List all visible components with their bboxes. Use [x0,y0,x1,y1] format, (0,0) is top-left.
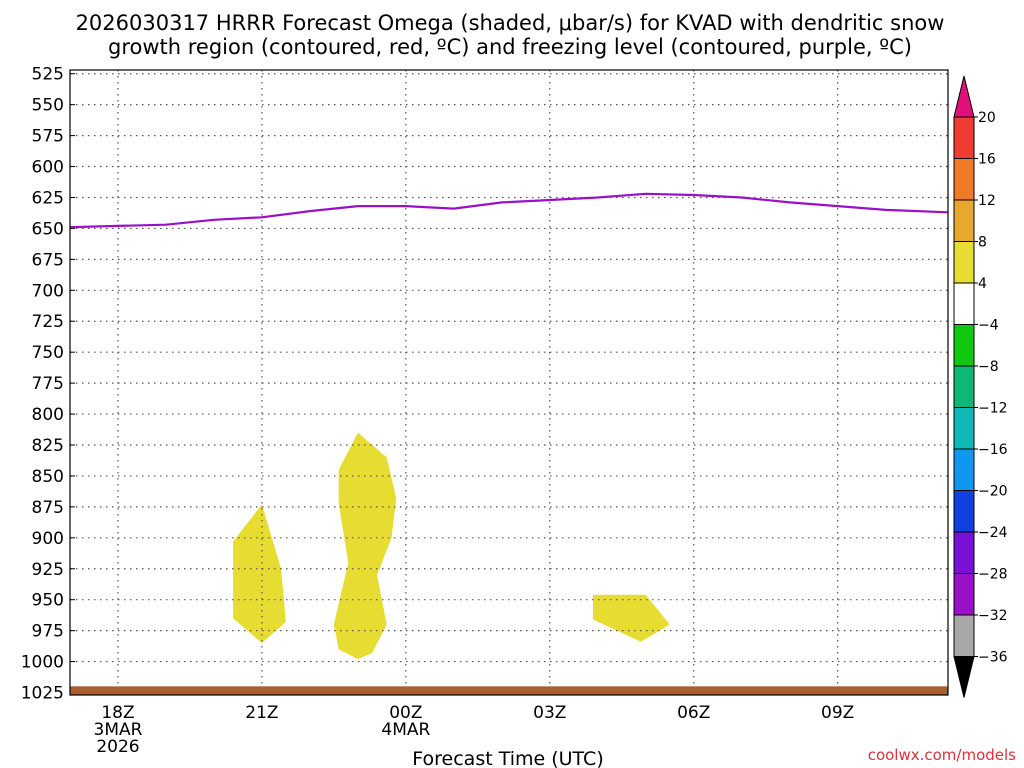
y-tick-label-900: 900 [32,529,64,549]
colorbar-box-7 [953,365,975,408]
x-tick-label-3MAR: 3MAR [94,720,143,740]
colorbar-box-1 [953,116,975,159]
colorbar-box-6 [953,324,975,367]
omega-region-2 [333,432,397,660]
x-tick-label-2026: 2026 [96,737,139,757]
omega-region-3 [593,594,670,642]
colorbar-tick-label-5: −4 [978,318,999,334]
colorbar-tick-label-9: −20 [978,484,1008,500]
y-tick-label-975: 975 [32,622,64,642]
colorbar-tick-label-4: 4 [978,276,987,292]
y-tick-label-550: 550 [32,96,64,116]
colorbar-box-2 [953,158,975,201]
x-tick-label-09Z: 09Z [821,703,854,723]
colorbar-box-4 [953,241,975,284]
colorbar-tick-label-10: −24 [978,525,1008,541]
colorbar-tick-label-13: −36 [978,650,1008,666]
y-tick-label-825: 825 [32,436,64,456]
y-tick-label-625: 625 [32,188,64,208]
x-tick-label-03Z: 03Z [533,703,566,723]
x-axis-label: Forecast Time (UTC) [412,748,603,768]
y-tick-label-775: 775 [32,374,64,394]
colorbar-top-triangle [953,75,975,118]
colorbar-box-8 [953,407,975,450]
colorbar-box-11 [953,531,975,574]
colorbar-box-12 [953,573,975,616]
colorbar-box-9 [953,448,975,491]
colorbar: 20 16 12 8 4 −4 −8 −12 −16 −20 −24 −28 −32 −36 [953,75,1008,698]
omega-region-1 [233,504,286,643]
y-tick-label-650: 650 [32,219,64,239]
colorbar-tick-label-2: 12 [978,193,996,209]
colorbar-tick-label-7: −12 [978,401,1008,417]
plot-area: 525 550 575 600 625 650 675 700 725 750 775 800 825 8… [21,65,949,757]
y-tick-label-675: 675 [32,250,64,270]
y-tick-label-925: 925 [32,560,64,580]
y-tick-label-600: 600 [32,158,64,178]
y-tick-label-575: 575 [32,127,64,147]
credit-text: coolwx.com/models [868,746,1016,764]
y-tick-label-1000: 1000 [21,653,64,673]
plot-frame [69,69,949,696]
plot-background [70,70,948,695]
colorbar-tick-label-1: 16 [978,152,996,168]
y-tick-label-875: 875 [32,498,64,518]
colorbar-bottom-triangle [953,656,975,698]
chart-title-line-2: growth region (contoured, red, ºC) and f… [108,35,912,59]
colorbar-tick-label-6: −8 [978,359,999,375]
freezing-level-line [69,192,949,229]
colorbar-box-3 [953,199,975,242]
chart-title-line-1: 2026030317 HRRR Forecast Omega (shaded, … [76,11,945,35]
y-tick-label-1025: 1025 [21,684,64,704]
colorbar-box-13 [953,614,975,657]
y-tick-label-700: 700 [32,281,64,301]
x-tick-label-06Z: 06Z [677,703,710,723]
ground-strip [70,686,948,695]
y-tick-label-525: 525 [32,65,64,85]
x-tick-label-18Z: 18Z [101,703,134,723]
colorbar-tick-label-11: −28 [978,567,1008,583]
x-tick-label-00Z: 00Z [389,703,422,723]
y-tick-label-725: 725 [32,312,64,332]
colorbar-tick-label-8: −16 [978,442,1008,458]
colorbar-tick-label-12: −32 [978,608,1008,624]
x-tick-label-4MAR: 4MAR [381,720,430,740]
x-tick-label-21Z: 21Z [245,703,278,723]
colorbar-tick-label-3: 8 [978,235,987,251]
y-tick-label-750: 750 [32,343,64,363]
colorbar-box-5 [953,282,975,325]
y-tick-label-850: 850 [32,467,64,487]
y-tick-label-800: 800 [32,405,64,425]
colorbar-box-10 [953,490,975,533]
colorbar-tick-label-0: 20 [978,110,996,126]
y-tick-label-950: 950 [32,591,64,611]
